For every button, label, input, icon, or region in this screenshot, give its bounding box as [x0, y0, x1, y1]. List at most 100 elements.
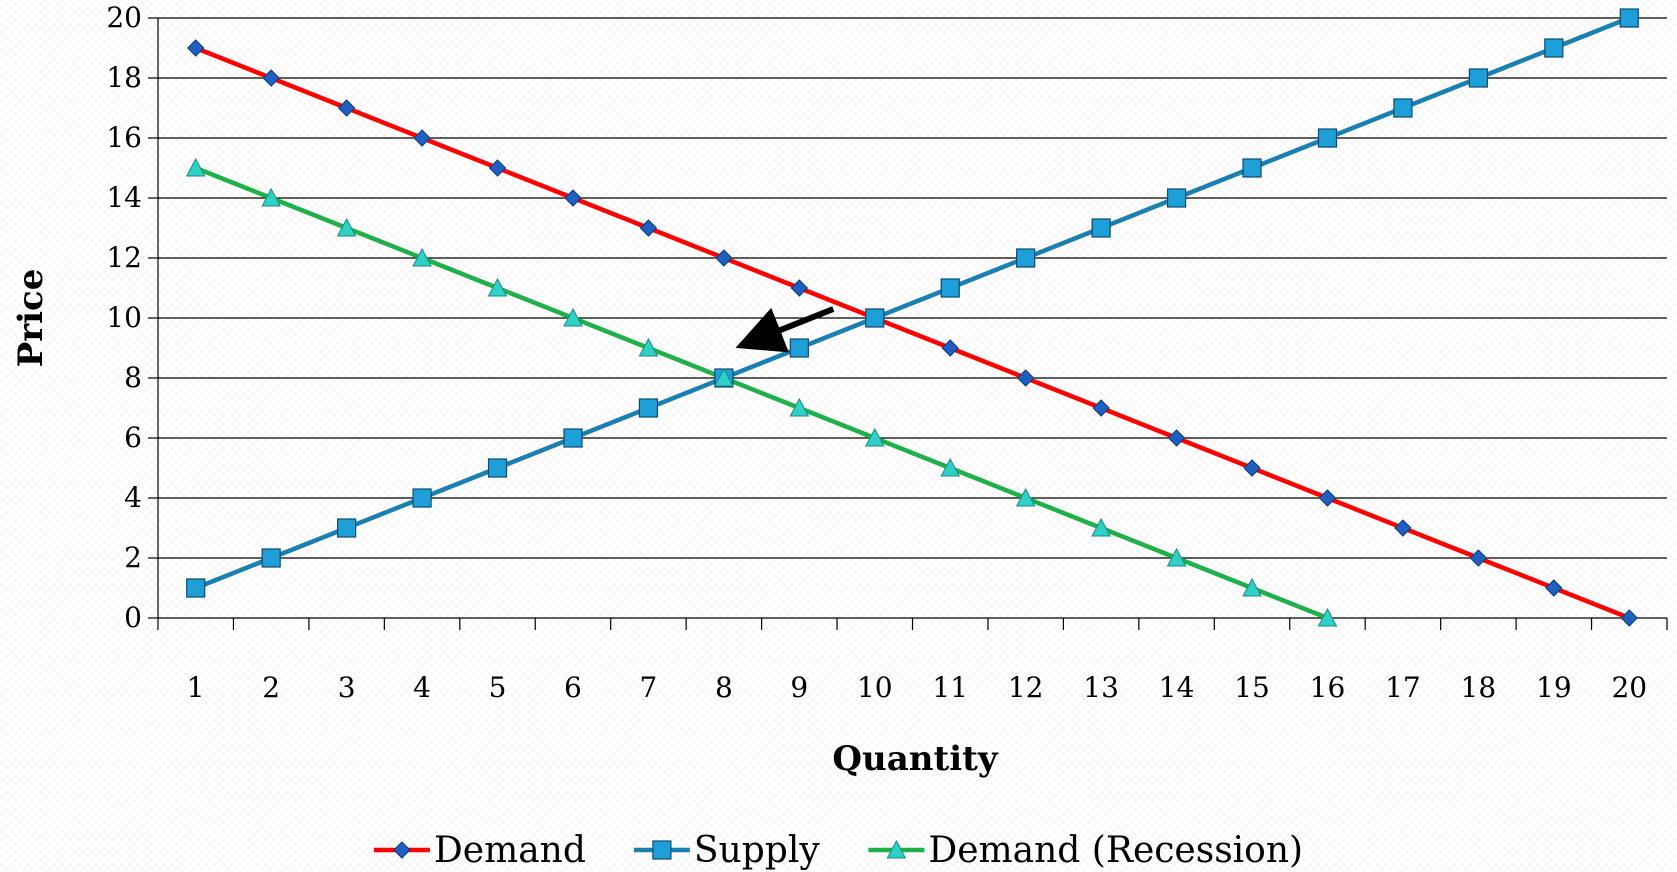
data-point [940, 278, 960, 298]
y-tick-label: 0 [124, 601, 142, 634]
data-point [488, 159, 507, 177]
y-axis-title: Price [11, 269, 51, 368]
data-point [186, 578, 206, 598]
data-point [487, 277, 508, 297]
x-tick-label: 2 [262, 671, 280, 704]
data-point [1619, 8, 1639, 28]
data-point [790, 279, 809, 297]
legend-item: Demand (Recession) [868, 830, 1303, 871]
series-line-supply [194, 15, 1631, 591]
data-point [864, 427, 885, 447]
data-point [638, 337, 659, 357]
data-point [261, 548, 281, 568]
y-tick-label: 8 [124, 361, 142, 394]
y-tick-label: 16 [106, 121, 142, 154]
data-point [715, 249, 733, 267]
data-point [1317, 128, 1338, 148]
legend-label: Demand [434, 830, 586, 871]
x-tick-label: 20 [1611, 671, 1647, 704]
data-point [1243, 459, 1261, 477]
shift-arrow [735, 306, 835, 353]
data-point [1016, 369, 1035, 387]
data-point [1393, 98, 1413, 118]
data-point [1091, 517, 1111, 537]
x-tick-label: 7 [640, 671, 658, 704]
x-tick-label: 16 [1310, 671, 1346, 704]
x-tick-label: 17 [1385, 671, 1421, 704]
y-tick-label: 12 [106, 241, 142, 274]
data-point [1317, 607, 1338, 627]
x-tick-label: 4 [413, 671, 431, 704]
legend-item: Supply [633, 830, 820, 871]
y-tick-label: 2 [124, 541, 142, 574]
data-point [563, 428, 583, 448]
data-point [1015, 487, 1036, 507]
data-point [412, 488, 432, 508]
y-tick-label: 10 [106, 301, 142, 334]
data-point [1166, 188, 1187, 208]
annotations [735, 306, 835, 353]
legend-item: Demand [373, 830, 586, 871]
legend-swatch-marker [652, 840, 672, 860]
data-point [1016, 248, 1036, 268]
gridlines [158, 17, 1667, 559]
data-point [336, 217, 357, 237]
y-tick-label: 20 [106, 1, 142, 34]
series-lines [194, 15, 1631, 621]
data-point [1242, 158, 1262, 178]
data-point [714, 367, 734, 387]
data-point [638, 398, 659, 418]
data-point [413, 129, 431, 147]
data-point [1092, 399, 1110, 417]
x-tick-label: 19 [1536, 671, 1572, 704]
x-axis-title: Quantity [832, 739, 998, 779]
data-point [1242, 577, 1262, 597]
data-point [337, 518, 357, 538]
x-tick-label: 3 [338, 671, 356, 704]
data-point [564, 189, 582, 207]
data-point [1091, 218, 1111, 238]
data-point [639, 219, 658, 237]
x-tick-label: 5 [489, 671, 507, 704]
data-point [1318, 489, 1337, 507]
data-point [337, 99, 356, 117]
data-point [789, 338, 809, 358]
x-tick-label: 6 [564, 671, 582, 704]
x-tick-label: 11 [932, 671, 968, 704]
data-point [487, 458, 508, 478]
legend-swatch-marker [886, 839, 907, 859]
data-point [1167, 429, 1186, 447]
x-tick-label: 13 [1083, 671, 1119, 704]
x-tick-label: 15 [1234, 671, 1270, 704]
data-point [1469, 549, 1488, 567]
legend-swatch-marker [393, 841, 411, 859]
y-tick-label: 14 [106, 181, 142, 214]
x-tick-label: 12 [1008, 671, 1044, 704]
y-tick-label: 4 [124, 481, 142, 514]
data-point [187, 39, 205, 57]
x-tick-label: 10 [857, 671, 893, 704]
legend-label: Supply [694, 830, 820, 871]
x-tick-label: 18 [1461, 671, 1497, 704]
data-point [412, 247, 432, 267]
x-tick-label: 9 [790, 671, 808, 704]
data-point [1394, 519, 1412, 537]
x-tick-label: 8 [715, 671, 733, 704]
y-tick-label: 18 [106, 61, 142, 94]
data-point [1620, 609, 1638, 627]
data-point [789, 397, 810, 417]
series-line-demand [194, 45, 1631, 621]
x-tick-label: 14 [1159, 671, 1195, 704]
data-point [1166, 547, 1187, 567]
series-line-demand-recession [194, 165, 1329, 621]
x-tick-label: 1 [187, 671, 205, 704]
data-point [563, 307, 583, 327]
data-point [1468, 68, 1488, 88]
data-point [940, 457, 961, 477]
data-point [185, 157, 206, 177]
y-tick-label: 6 [124, 421, 142, 454]
data-point [262, 69, 280, 87]
data-point [941, 339, 959, 357]
